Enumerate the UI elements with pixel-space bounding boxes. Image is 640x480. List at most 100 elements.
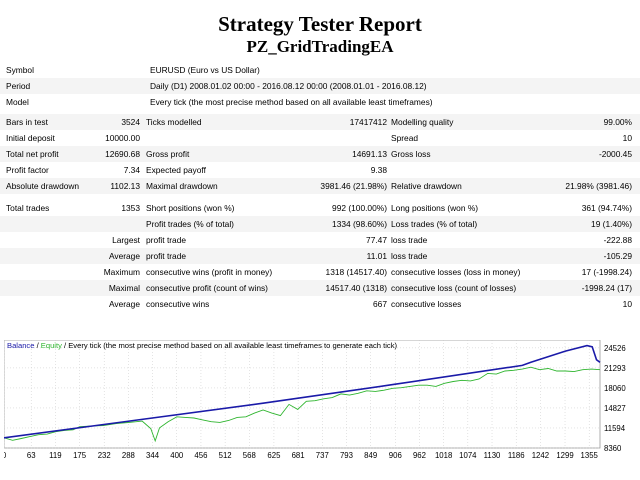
info-value: Every tick (the most precise method base… [150,97,433,107]
info-value: Daily (D1) 2008.01.02 00:00 - 2016.08.12… [150,81,427,91]
trade-row: Average consecutive wins 667 consecutive… [0,296,640,312]
stat-value: 99.00% [603,117,632,127]
stat-value: 3981.46 (21.98%) [320,181,387,191]
stats-row: Profit factor 7.34 Expected payoff 9.38 [0,162,640,178]
stat-value: 1102.13 [110,181,140,191]
x-tick-label: 0 [4,451,7,460]
stat-label: Average [108,251,140,261]
info-label: Model [6,97,29,107]
x-tick-label: 1242 [532,451,549,460]
stat-label: loss trade [391,235,428,245]
stat-label: Total trades [6,203,50,213]
stat-label: consecutive profit (count of wins) [146,283,268,293]
chart-series [4,344,601,443]
trade-row: Profit trades (% of total) 1334 (98.60%)… [0,216,640,232]
stat-label: Expected payoff [146,165,206,175]
stat-value: -222.88 [603,235,632,245]
x-axis-ticks: 0 63 119 175 232 288 344 400 456 512 568 625 681 737 7… [4,451,599,460]
x-tick-label: 962 [413,451,426,460]
x-tick-label: 793 [340,451,353,460]
y-axis-ticks: 24526 21293 18060 14827 11594 8360 [604,344,626,453]
x-tick-label: 456 [194,451,207,460]
legend-separator: / [34,341,40,350]
trade-row: Maximum consecutive wins (profit in mone… [0,264,640,280]
expert-name: PZ_GridTradingEA [246,37,394,56]
stat-value: 3524 [121,117,140,127]
stat-value: 7.34 [123,165,140,175]
info-label: Symbol [6,65,34,75]
stat-label: Gross loss [391,149,431,159]
stat-value: -1998.24 (17) [581,283,632,293]
chart-legend: Balance / Equity / Every tick (the most … [7,341,398,350]
stat-label: Loss trades (% of total) [391,219,478,229]
stat-value: 19 (1.40%) [591,219,632,229]
stat-label: consecutive wins [146,299,210,309]
y-tick-label: 24526 [604,344,626,353]
report-title: Strategy Tester Report [218,12,422,36]
stat-value: 992 (100.00%) [332,203,387,213]
stat-value: 11.01 [366,251,387,261]
stats-row: Total net profit 12690.68 Gross profit 1… [0,146,640,162]
x-tick-label: 906 [389,451,402,460]
stat-label: profit trade [146,235,187,245]
stat-value: 667 [373,299,387,309]
stat-label: Profit factor [6,165,49,175]
stat-label: Initial deposit [6,133,55,143]
stat-value: 10 [622,299,632,309]
x-tick-label: 512 [219,451,232,460]
stat-value: 1318 (14517.40) [325,267,387,277]
stat-value: 77.47 [366,235,387,245]
stat-value: 14691.13 [352,149,387,159]
balance-equity-chart: Balance / Equity / Every tick (the most … [4,340,636,460]
stat-label: Short positions (won %) [146,203,235,213]
stat-label: consecutive losses (loss in money) [391,267,521,277]
stat-label: profit trade [146,251,187,261]
legend-balance: Balance [7,341,34,350]
x-tick-label: 1130 [484,451,501,460]
stat-value: 9.38 [370,165,387,175]
x-tick-label: 175 [73,451,87,460]
stat-label: Absolute drawdown [6,181,80,191]
stat-label: Total net profit [6,149,59,159]
stat-label: Relative drawdown [391,181,462,191]
stat-value: 1353 [121,203,140,213]
x-tick-label: 232 [98,451,111,460]
stat-label: Bars in test [6,117,48,127]
x-tick-label: 344 [146,451,160,460]
x-tick-label: 1355 [581,451,599,460]
stat-label: Maximal [108,283,140,293]
stat-value: 21.98% (3981.46) [565,181,632,191]
x-tick-label: 1186 [508,451,525,460]
stat-label: Ticks modelled [146,117,202,127]
stat-label: Maximal drawdown [146,181,218,191]
stat-label: loss trade [391,251,428,261]
stat-label: Largest [112,235,140,245]
x-tick-label: 63 [27,451,36,460]
stat-value: 10 [622,133,632,143]
x-tick-label: 568 [243,451,256,460]
info-label: Period [6,81,31,91]
y-tick-label: 8360 [604,444,622,453]
stat-value: 361 (94.74%) [581,203,632,213]
stat-value: 14517.40 (1318) [325,283,387,293]
trade-row: Largest profit trade 77.47 loss trade -2… [0,232,640,248]
y-tick-label: 21293 [604,364,626,373]
chart-canvas: Balance / Equity / Every tick (the most … [4,340,626,460]
x-tick-label: 737 [316,451,329,460]
trade-row: Maximal consecutive profit (count of win… [0,280,640,296]
balance-line [4,344,601,439]
stats-row: Initial deposit 10000.00 Spread 10 [0,130,640,146]
stat-label: Modelling quality [391,117,454,127]
x-tick-label: 119 [49,451,61,460]
stat-value: -105.29 [603,251,632,261]
stat-label: consecutive losses [391,299,462,309]
stat-label: Spread [391,133,419,143]
equity-line [4,366,601,443]
info-row-symbol: Symbol EURUSD (Euro vs US Dollar) [0,62,640,78]
stat-label: Gross profit [146,149,190,159]
chart-frame [4,340,601,449]
stat-label: Long positions (won %) [391,203,479,213]
stat-label: consecutive wins (profit in money) [146,267,273,277]
x-tick-label: 849 [364,451,377,460]
stats-row: Absolute drawdown 1102.13 Maximal drawdo… [0,178,640,194]
